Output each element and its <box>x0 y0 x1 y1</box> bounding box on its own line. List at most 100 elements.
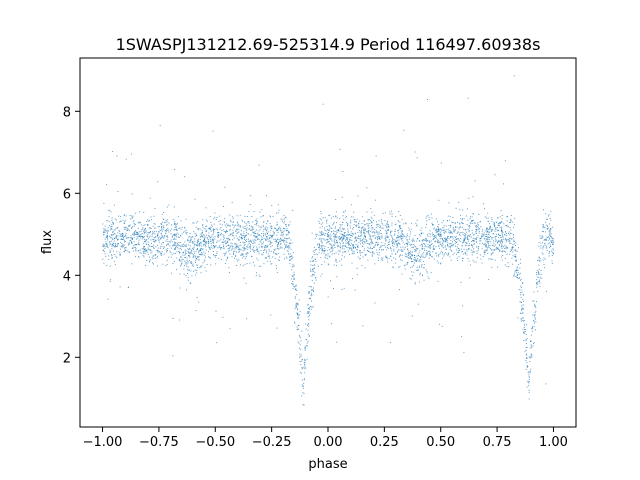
data-point <box>134 234 136 236</box>
data-point <box>259 235 261 237</box>
data-point <box>381 221 382 223</box>
data-point <box>341 246 343 248</box>
data-point <box>547 239 549 241</box>
data-point <box>184 265 185 267</box>
data-point <box>285 244 287 246</box>
data-point <box>495 248 497 250</box>
data-point <box>443 226 445 228</box>
data-point <box>196 244 198 246</box>
data-point <box>342 240 344 242</box>
data-point <box>195 233 197 235</box>
data-point <box>545 221 547 223</box>
data-point <box>227 250 229 252</box>
data-point <box>233 248 235 250</box>
data-point <box>143 232 145 233</box>
data-point <box>385 256 387 258</box>
data-point <box>286 229 288 231</box>
data-point <box>193 255 195 257</box>
data-point <box>437 234 439 235</box>
data-point <box>387 229 388 231</box>
data-point <box>375 242 377 243</box>
data-point <box>385 235 387 237</box>
data-point <box>479 242 481 244</box>
data-point <box>526 354 528 356</box>
data-point <box>107 227 109 229</box>
data-point <box>329 255 331 257</box>
data-point <box>528 398 530 400</box>
data-point <box>521 309 523 310</box>
data-point <box>359 258 361 260</box>
data-point <box>410 231 412 233</box>
data-point <box>401 219 403 221</box>
data-point <box>299 344 301 346</box>
data-point <box>480 238 481 240</box>
data-point <box>374 245 376 246</box>
data-point <box>407 243 408 245</box>
data-point <box>303 378 305 380</box>
data-point <box>329 237 331 239</box>
data-point <box>120 238 122 240</box>
data-point <box>206 241 208 243</box>
data-point <box>326 219 328 221</box>
data-point <box>370 241 372 243</box>
data-point <box>342 234 344 236</box>
data-point <box>343 248 345 250</box>
data-point <box>461 245 463 247</box>
data-point <box>381 259 383 260</box>
data-point <box>114 260 116 262</box>
data-point <box>171 236 173 238</box>
data-point <box>155 246 157 248</box>
data-point <box>366 239 367 241</box>
data-point <box>189 256 191 258</box>
data-point <box>349 239 351 241</box>
data-point <box>433 235 435 237</box>
data-point <box>515 271 517 273</box>
data-point <box>502 250 504 252</box>
data-point <box>368 230 370 232</box>
data-point <box>333 244 335 246</box>
data-point <box>349 238 350 240</box>
data-point <box>119 254 121 256</box>
data-point <box>358 236 360 238</box>
data-point <box>343 232 345 234</box>
data-point <box>393 246 395 248</box>
data-point <box>538 256 540 258</box>
data-point <box>178 242 180 243</box>
data-point <box>427 235 429 237</box>
data-point <box>327 250 329 252</box>
data-point <box>340 247 342 249</box>
data-point <box>155 239 157 241</box>
data-point <box>144 239 146 241</box>
data-point <box>492 233 494 235</box>
data-point <box>311 300 312 302</box>
data-point <box>322 103 324 105</box>
data-point <box>198 250 200 252</box>
data-point <box>143 238 145 240</box>
data-point <box>550 219 552 221</box>
data-point <box>249 248 251 250</box>
data-point <box>504 239 506 241</box>
data-point <box>461 227 463 228</box>
data-point <box>357 246 359 248</box>
data-point <box>307 304 309 306</box>
data-point <box>383 244 385 246</box>
data-point <box>265 252 267 254</box>
data-point <box>208 235 210 237</box>
data-point <box>423 252 425 254</box>
data-point <box>244 243 246 245</box>
data-point <box>544 242 546 244</box>
data-point <box>443 232 445 234</box>
data-point <box>402 232 404 234</box>
data-point <box>491 258 493 260</box>
data-point <box>341 237 343 239</box>
data-point <box>234 225 236 227</box>
data-point <box>416 225 418 227</box>
data-point <box>189 248 191 250</box>
data-point <box>260 226 262 228</box>
data-point <box>276 212 277 214</box>
data-point <box>285 224 286 226</box>
data-point <box>148 227 150 229</box>
data-point <box>296 329 298 331</box>
data-point <box>353 251 355 253</box>
data-point <box>423 239 425 241</box>
